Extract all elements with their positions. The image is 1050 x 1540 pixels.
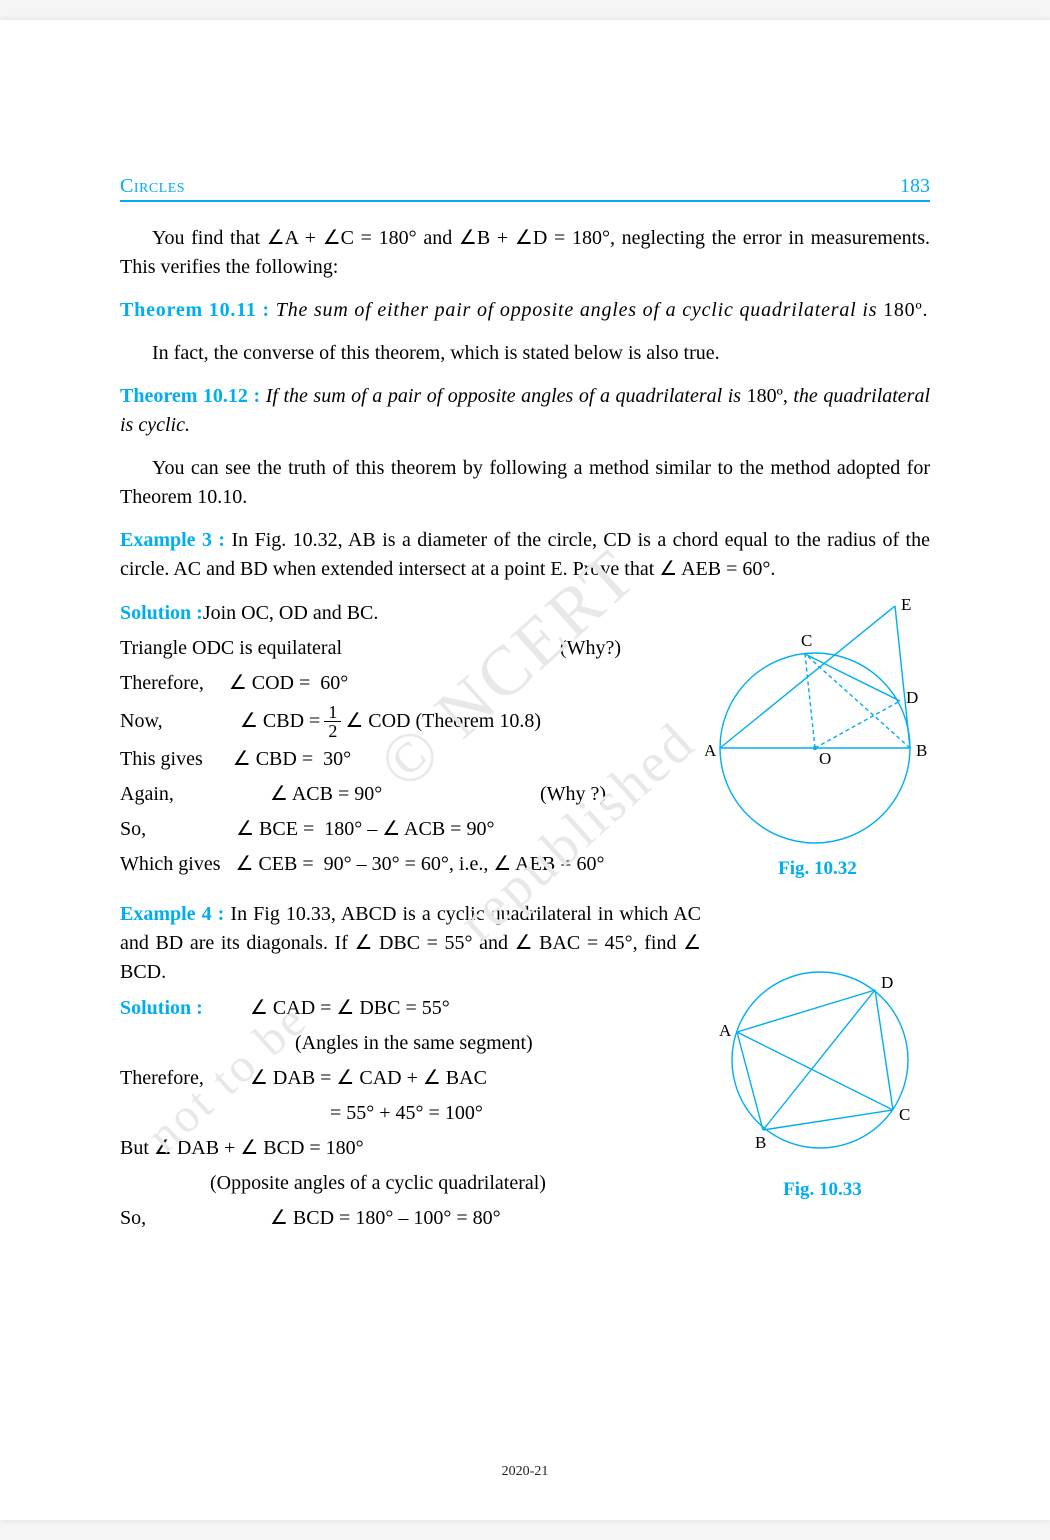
solution-line: Solution : Join OC, OD and BC. (120, 598, 691, 629)
svg-text:C: C (801, 631, 812, 650)
svg-text:B: B (916, 741, 927, 760)
circle-diagram-icon: A B O C D E (705, 598, 930, 858)
circle-diagram-icon: A B C D (715, 960, 930, 1165)
solution-text: Join OC, OD and BC. (203, 598, 379, 629)
intro-paragraph: You find that ∠A + ∠C = 180° and ∠B + ∠D… (120, 224, 930, 282)
why-prompt: (Why ?) (540, 779, 606, 810)
solution-text: ∠ COD (Theorem 10.8) (345, 706, 541, 737)
solution-line: Triangle ODC is equilateral (Why?) (120, 633, 691, 664)
why-prompt: (Why?) (560, 633, 621, 664)
example-label: Example 3 : (120, 529, 225, 551)
solution-text: ∠ DAB = ∠ CAD + ∠ BAC (250, 1063, 487, 1094)
footer-year: 2020-21 (0, 1464, 1050, 1480)
solution-text: ∠ CAD = ∠ DBC = 55° (250, 993, 450, 1024)
solution-label: Solution : (120, 598, 203, 629)
svg-text:A: A (719, 1021, 732, 1040)
numerator: 1 (324, 703, 341, 722)
solution-line: This gives ∠ CBD = 30° (120, 744, 691, 775)
figure-10-33: A B C D Fig. 10.33 (715, 960, 930, 1201)
svg-text:D: D (881, 973, 893, 992)
solution-text: This gives ∠ CBD = 30° (120, 744, 351, 775)
solution-text: Triangle ODC is equilateral (120, 633, 342, 664)
solution-line: Which gives ∠ CEB = 90° – 30° = 60°, i.e… (120, 849, 691, 880)
page: © NCERT republished not to be Circles 18… (0, 20, 1050, 1520)
solution-line: So, ∠ BCE = 180° – ∠ ACB = 90° (120, 814, 691, 845)
solution-line: Solution : ∠ CAD = ∠ DBC = 55° (120, 993, 701, 1024)
figure-caption: Fig. 10.33 (715, 1179, 930, 1201)
method-note: You can see the truth of this theorem by… (120, 454, 930, 512)
svg-text:O: O (819, 749, 831, 768)
theorem-mid: 180º, (741, 385, 793, 407)
theorem-text: If the sum of a pair of opposite angles … (266, 385, 741, 407)
solution-line: Therefore, ∠ COD = 60° (120, 668, 691, 699)
solution-line: So, ∠ BCD = 180° – 100° = 80° (120, 1203, 701, 1234)
svg-text:E: E (901, 598, 911, 614)
example-label: Example 4 : (120, 903, 224, 925)
fraction: 1 2 (324, 703, 341, 740)
solution-text: ∠ ACB = 90° (270, 779, 430, 810)
theorem-tail: 180º. (877, 299, 928, 321)
svg-text:A: A (705, 741, 717, 760)
solution-text: ∠ BCD = 180° – 100° = 80° (270, 1203, 501, 1234)
lead: So, (120, 1203, 270, 1234)
figure-caption: Fig. 10.32 (705, 858, 930, 880)
page-header: Circles 183 (120, 175, 930, 202)
solution-text: Therefore, ∠ COD = 60° (120, 668, 348, 699)
solution-text: Which gives ∠ CEB = 90° – 30° = 60°, i.e… (120, 849, 604, 880)
example-4: Example 4 : In Fig 10.33, ABCD is a cycl… (120, 900, 701, 987)
theorem-10-11: Theorem 10.11 : The sum of either pair o… (120, 296, 930, 325)
reason-text: (Angles in the same segment) (295, 1028, 533, 1059)
reason-text: (Opposite angles of a cyclic quadrilater… (210, 1168, 546, 1199)
svg-text:C: C (899, 1105, 910, 1124)
theorem-text: The sum of either pair of opposite angle… (276, 299, 878, 321)
section-title: Circles (120, 175, 185, 198)
reason-line: (Angles in the same segment) (120, 1028, 701, 1059)
solution-text: So, ∠ BCE = 180° – ∠ ACB = 90° (120, 814, 494, 845)
theorem-label: Theorem 10.11 : (120, 299, 270, 321)
example-3: Example 3 : In Fig. 10.32, AB is a diame… (120, 526, 930, 584)
solution-text: = 55° + 45° = 100° (330, 1098, 483, 1129)
figure-10-32: A B O C D E Fig. 10.32 (705, 598, 930, 880)
solution-text: ∠ CBD = (240, 706, 320, 737)
solution-text: But ∠ DAB + ∠ BCD = 180° (120, 1133, 364, 1164)
solution-line: Now, ∠ CBD = 1 2 ∠ COD (Theorem 10.8) (120, 703, 691, 740)
solution-line: = 55° + 45° = 100° (120, 1098, 701, 1129)
solution-line: But ∠ DAB + ∠ BCD = 180° (120, 1133, 701, 1164)
svg-text:D: D (906, 688, 918, 707)
page-number: 183 (900, 175, 930, 198)
converse-note: In fact, the converse of this theorem, w… (120, 339, 930, 368)
solution-line: Again, ∠ ACB = 90° (Why ?) (120, 779, 691, 810)
solution-label: Solution : (120, 993, 250, 1024)
theorem-10-12: Theorem 10.12 : If the sum of a pair of … (120, 382, 930, 440)
svg-text:B: B (755, 1133, 766, 1152)
lead: Now, (120, 706, 240, 737)
reason-line: (Opposite angles of a cyclic quadrilater… (120, 1168, 701, 1199)
example-text: In Fig. 10.32, AB is a diameter of the c… (120, 529, 930, 580)
lead: Again, (120, 779, 240, 810)
denominator: 2 (324, 722, 341, 740)
lead: Therefore, (120, 1063, 250, 1094)
theorem-label: Theorem 10.12 : (120, 385, 260, 407)
solution-line: Therefore, ∠ DAB = ∠ CAD + ∠ BAC (120, 1063, 701, 1094)
